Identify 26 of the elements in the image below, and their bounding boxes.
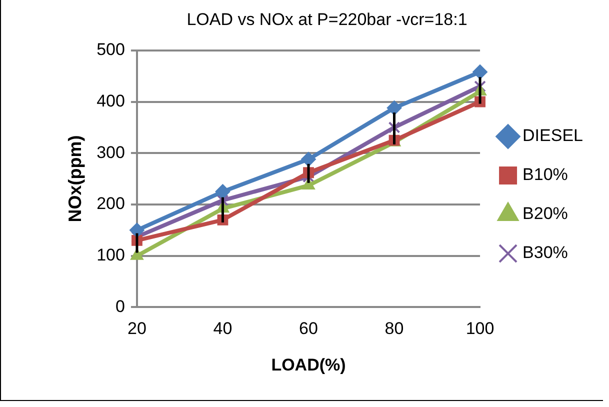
legend-label: B30% bbox=[522, 243, 568, 262]
x-tick-label: 80 bbox=[384, 319, 404, 338]
point bbox=[216, 194, 229, 206]
x-tick-label: 100 bbox=[466, 319, 494, 338]
point bbox=[129, 222, 144, 238]
point bbox=[388, 121, 400, 134]
legend-label: B10% bbox=[522, 165, 568, 184]
y-tick-label: 0 bbox=[115, 296, 125, 316]
x-tick-label: 40 bbox=[213, 319, 232, 338]
y-tick-label: 200 bbox=[96, 194, 125, 214]
legend-label: DIESEL bbox=[522, 126, 584, 146]
y-tick-label: 400 bbox=[96, 91, 125, 110]
x-tick-label: 20 bbox=[128, 319, 146, 338]
y-tick-label: 300 bbox=[96, 142, 125, 162]
point bbox=[472, 64, 488, 80]
y-tick-label: 100 bbox=[96, 246, 125, 265]
y-tick-label: 500 bbox=[96, 40, 125, 60]
point bbox=[386, 100, 402, 116]
point bbox=[300, 152, 316, 167]
point bbox=[215, 184, 230, 200]
legend-label: B20% bbox=[522, 204, 568, 224]
chart-title: LOAD vs NOx at P=220bar -vcr=18:1 bbox=[186, 10, 468, 29]
x-tick-label: 60 bbox=[299, 319, 318, 338]
x-axis-title: LOAD(%) bbox=[271, 355, 346, 374]
y-axis-title: NOx(ppm) bbox=[64, 135, 85, 222]
point bbox=[474, 80, 486, 92]
